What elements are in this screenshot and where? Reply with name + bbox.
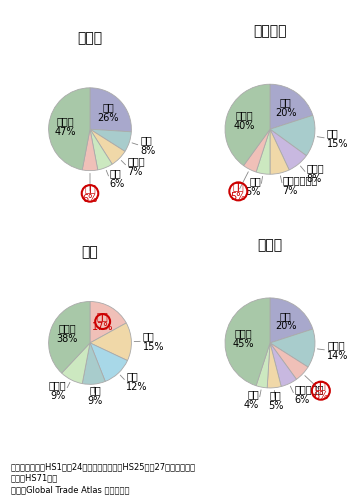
Text: 韓国
5%: 韓国 5% — [246, 176, 261, 196]
Wedge shape — [270, 343, 308, 379]
Text: 韓国
4%: 韓国 4% — [244, 389, 259, 410]
Text: 中国
26%: 中国 26% — [97, 102, 119, 123]
Text: 米国
8%: 米国 8% — [140, 135, 156, 156]
Wedge shape — [90, 129, 112, 170]
Text: 日本
17%: 日本 17% — [92, 311, 113, 332]
Wedge shape — [90, 88, 131, 132]
Text: 中国
20%: 中国 20% — [275, 97, 297, 118]
Text: その他
38%: その他 38% — [56, 324, 78, 344]
Wedge shape — [270, 343, 296, 387]
Title: ロシア: ロシア — [257, 238, 283, 252]
Text: ドイツ
8%: ドイツ 8% — [307, 163, 324, 184]
Text: 米国
5%: 米国 5% — [268, 390, 283, 411]
Wedge shape — [62, 343, 90, 384]
Text: 韓国
15%: 韓国 15% — [143, 331, 165, 352]
Wedge shape — [270, 129, 306, 170]
Text: その他
40%: その他 40% — [234, 110, 255, 131]
Wedge shape — [270, 329, 315, 367]
Wedge shape — [244, 129, 270, 172]
Text: 米国
9%: 米国 9% — [87, 385, 103, 406]
Text: 中国
20%: 中国 20% — [275, 311, 297, 331]
Text: 日本
6%: 日本 6% — [82, 183, 98, 204]
Title: 中国: 中国 — [82, 245, 98, 259]
Text: その他
45%: その他 45% — [233, 329, 254, 349]
Text: ウクライナ
6%: ウクライナ 6% — [294, 385, 324, 406]
Text: その他
47%: その他 47% — [54, 116, 76, 137]
Wedge shape — [90, 129, 131, 152]
Wedge shape — [49, 302, 90, 373]
Wedge shape — [90, 323, 131, 360]
Title: インド: インド — [77, 31, 103, 45]
Text: ドイツ
14%: ドイツ 14% — [327, 340, 348, 360]
Wedge shape — [90, 129, 125, 164]
Wedge shape — [82, 343, 105, 384]
Wedge shape — [82, 129, 98, 170]
Wedge shape — [225, 84, 270, 166]
Wedge shape — [270, 115, 315, 156]
Text: 備考：食料は、HS1類～24類、鉱物性燃料はHS25類～27類、貴金属は
　　　HS71類。
資料：Global Trade Atlas から作成。: 備考：食料は、HS1類～24類、鉱物性燃料はHS25類～27類、貴金属は HS7… — [11, 462, 196, 495]
Wedge shape — [267, 343, 281, 388]
Text: アルゼンチン
7%: アルゼンチン 7% — [283, 175, 318, 196]
Wedge shape — [270, 298, 313, 343]
Wedge shape — [90, 302, 126, 343]
Text: 韓国
6%: 韓国 6% — [109, 168, 125, 189]
Text: 台湾
12%: 台湾 12% — [126, 371, 148, 392]
Wedge shape — [225, 298, 270, 386]
Wedge shape — [49, 88, 90, 170]
Text: ドイツ
9%: ドイツ 9% — [48, 380, 66, 401]
Wedge shape — [270, 84, 313, 129]
Text: 日本
5%: 日本 5% — [231, 181, 246, 202]
Wedge shape — [90, 343, 127, 381]
Wedge shape — [256, 129, 270, 174]
Text: 日本
6%: 日本 6% — [313, 380, 328, 401]
Wedge shape — [270, 129, 289, 174]
Wedge shape — [256, 343, 270, 388]
Title: ブラジル: ブラジル — [253, 24, 287, 38]
Text: 米国
15%: 米国 15% — [327, 128, 348, 149]
Text: ドイツ
7%: ドイツ 7% — [127, 156, 145, 177]
